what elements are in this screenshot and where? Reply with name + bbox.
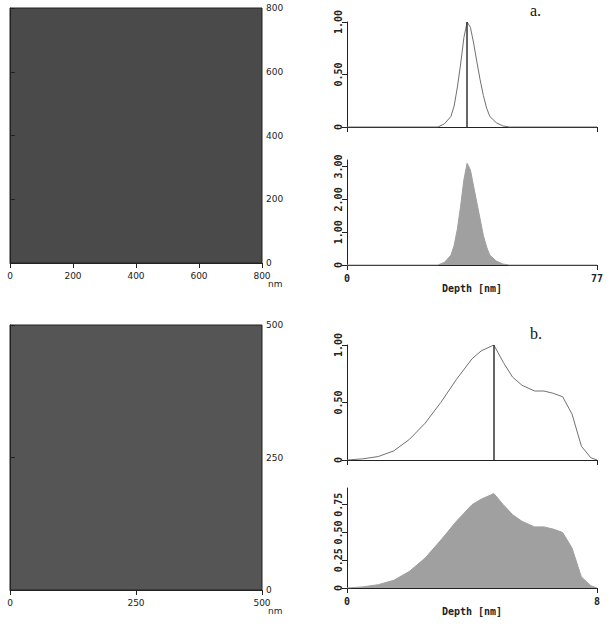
- svg-text:2.00: 2.00: [333, 187, 344, 211]
- svg-text:77: 77: [591, 273, 603, 284]
- svg-text:0: 0: [266, 258, 272, 268]
- svg-text:0: 0: [344, 596, 350, 607]
- svg-text:1.00: 1.00: [333, 220, 344, 244]
- svg-text:0: 0: [7, 271, 13, 281]
- svg-text:250: 250: [127, 598, 144, 608]
- svg-text:500: 500: [266, 320, 283, 330]
- svg-text:0.25: 0.25: [333, 548, 344, 572]
- svg-text:200: 200: [64, 271, 81, 281]
- svg-text:nm: nm: [268, 278, 283, 289]
- svg-text:0.50: 0.50: [333, 520, 344, 544]
- svg-text:600: 600: [190, 271, 207, 281]
- svg-text:0: 0: [7, 598, 13, 608]
- svg-text:600: 600: [266, 67, 283, 77]
- svg-text:8: 8: [594, 596, 600, 607]
- svg-text:200: 200: [266, 194, 283, 204]
- svg-text:0.50: 0.50: [333, 62, 344, 86]
- svg-text:800: 800: [253, 271, 270, 281]
- svg-text:3.00: 3.00: [333, 155, 344, 179]
- svg-text:0: 0: [344, 273, 350, 284]
- svg-text:1.00: 1.00: [333, 10, 344, 34]
- svg-text:0: 0: [333, 585, 344, 591]
- svg-text:500: 500: [253, 598, 270, 608]
- svg-text:800: 800: [266, 3, 283, 13]
- svg-text:Depth [nm]: Depth [nm]: [442, 283, 502, 294]
- svg-text:0.75: 0.75: [333, 493, 344, 517]
- svg-text:1.00: 1.00: [333, 333, 344, 357]
- svg-text:0: 0: [266, 585, 272, 595]
- svg-text:b.: b.: [530, 325, 542, 342]
- svg-text:250: 250: [266, 453, 283, 463]
- svg-text:400: 400: [266, 131, 283, 141]
- svg-text:0: 0: [333, 124, 344, 130]
- svg-text:0: 0: [333, 457, 344, 463]
- svg-text:nm: nm: [268, 605, 283, 616]
- svg-text:400: 400: [127, 271, 144, 281]
- svg-text:0.50: 0.50: [333, 390, 344, 414]
- svg-text:a.: a.: [530, 2, 541, 19]
- svg-text:0: 0: [333, 262, 344, 268]
- svg-text:Depth [nm]: Depth [nm]: [442, 606, 502, 617]
